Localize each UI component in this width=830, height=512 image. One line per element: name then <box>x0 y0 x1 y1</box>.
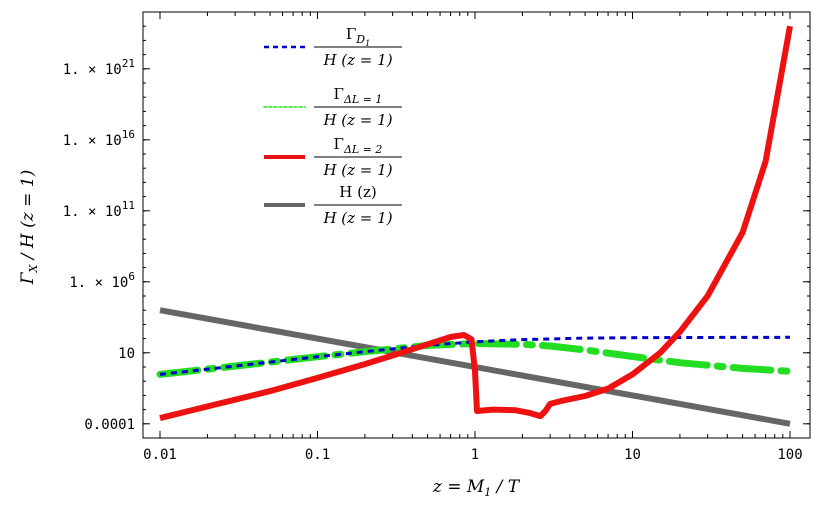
y-tick-label: 1. × 1016 <box>63 128 135 149</box>
y-tick-label: 1. × 1021 <box>63 57 135 78</box>
x-tick-label: 10 <box>624 447 641 463</box>
series-line-2 <box>159 25 793 422</box>
y-tick-label: 1. × 1011 <box>63 199 135 220</box>
legend-numerator: ΓΔL = 2 <box>334 135 383 156</box>
legend-numerator: H (z) <box>339 183 376 201</box>
y-tick-label: 10 <box>118 346 135 362</box>
x-tick-label: 0.01 <box>143 447 177 463</box>
y-tick-label: 1. × 106 <box>69 270 135 291</box>
legend-denominator: H (z = 1) <box>322 111 392 129</box>
y-axis-title: ΓX / H (z = 1) <box>18 170 40 286</box>
legend-numerator: ΓD1 <box>346 25 370 48</box>
legend: ΓD1 H (z = 1) ΓΔL = 1 H (z = 1) ΓΔL = 2 H (z … <box>263 25 402 227</box>
series-line-0 <box>159 335 791 376</box>
legend-denominator: H (z = 1) <box>322 209 392 227</box>
x-tick-label: 0.1 <box>305 447 330 463</box>
x-axis-title: z = M1 / T <box>432 477 521 499</box>
series-lines <box>156 25 794 427</box>
legend-numerator: ΓΔL = 1 <box>334 85 383 106</box>
tick-labels: 0.01 0.1 1 10 100 0.0001 10 1. × 106 1. × 1011 1.… <box>63 57 803 463</box>
series-line-1 <box>156 339 794 378</box>
x-tick-label: 1 <box>471 447 479 463</box>
y-tick-label: 0.0001 <box>84 417 135 433</box>
legend-denominator: H (z = 1) <box>322 161 392 179</box>
x-tick-label: 100 <box>777 447 802 463</box>
axis-ticks <box>143 11 810 439</box>
legend-denominator: H (z = 1) <box>322 51 392 69</box>
